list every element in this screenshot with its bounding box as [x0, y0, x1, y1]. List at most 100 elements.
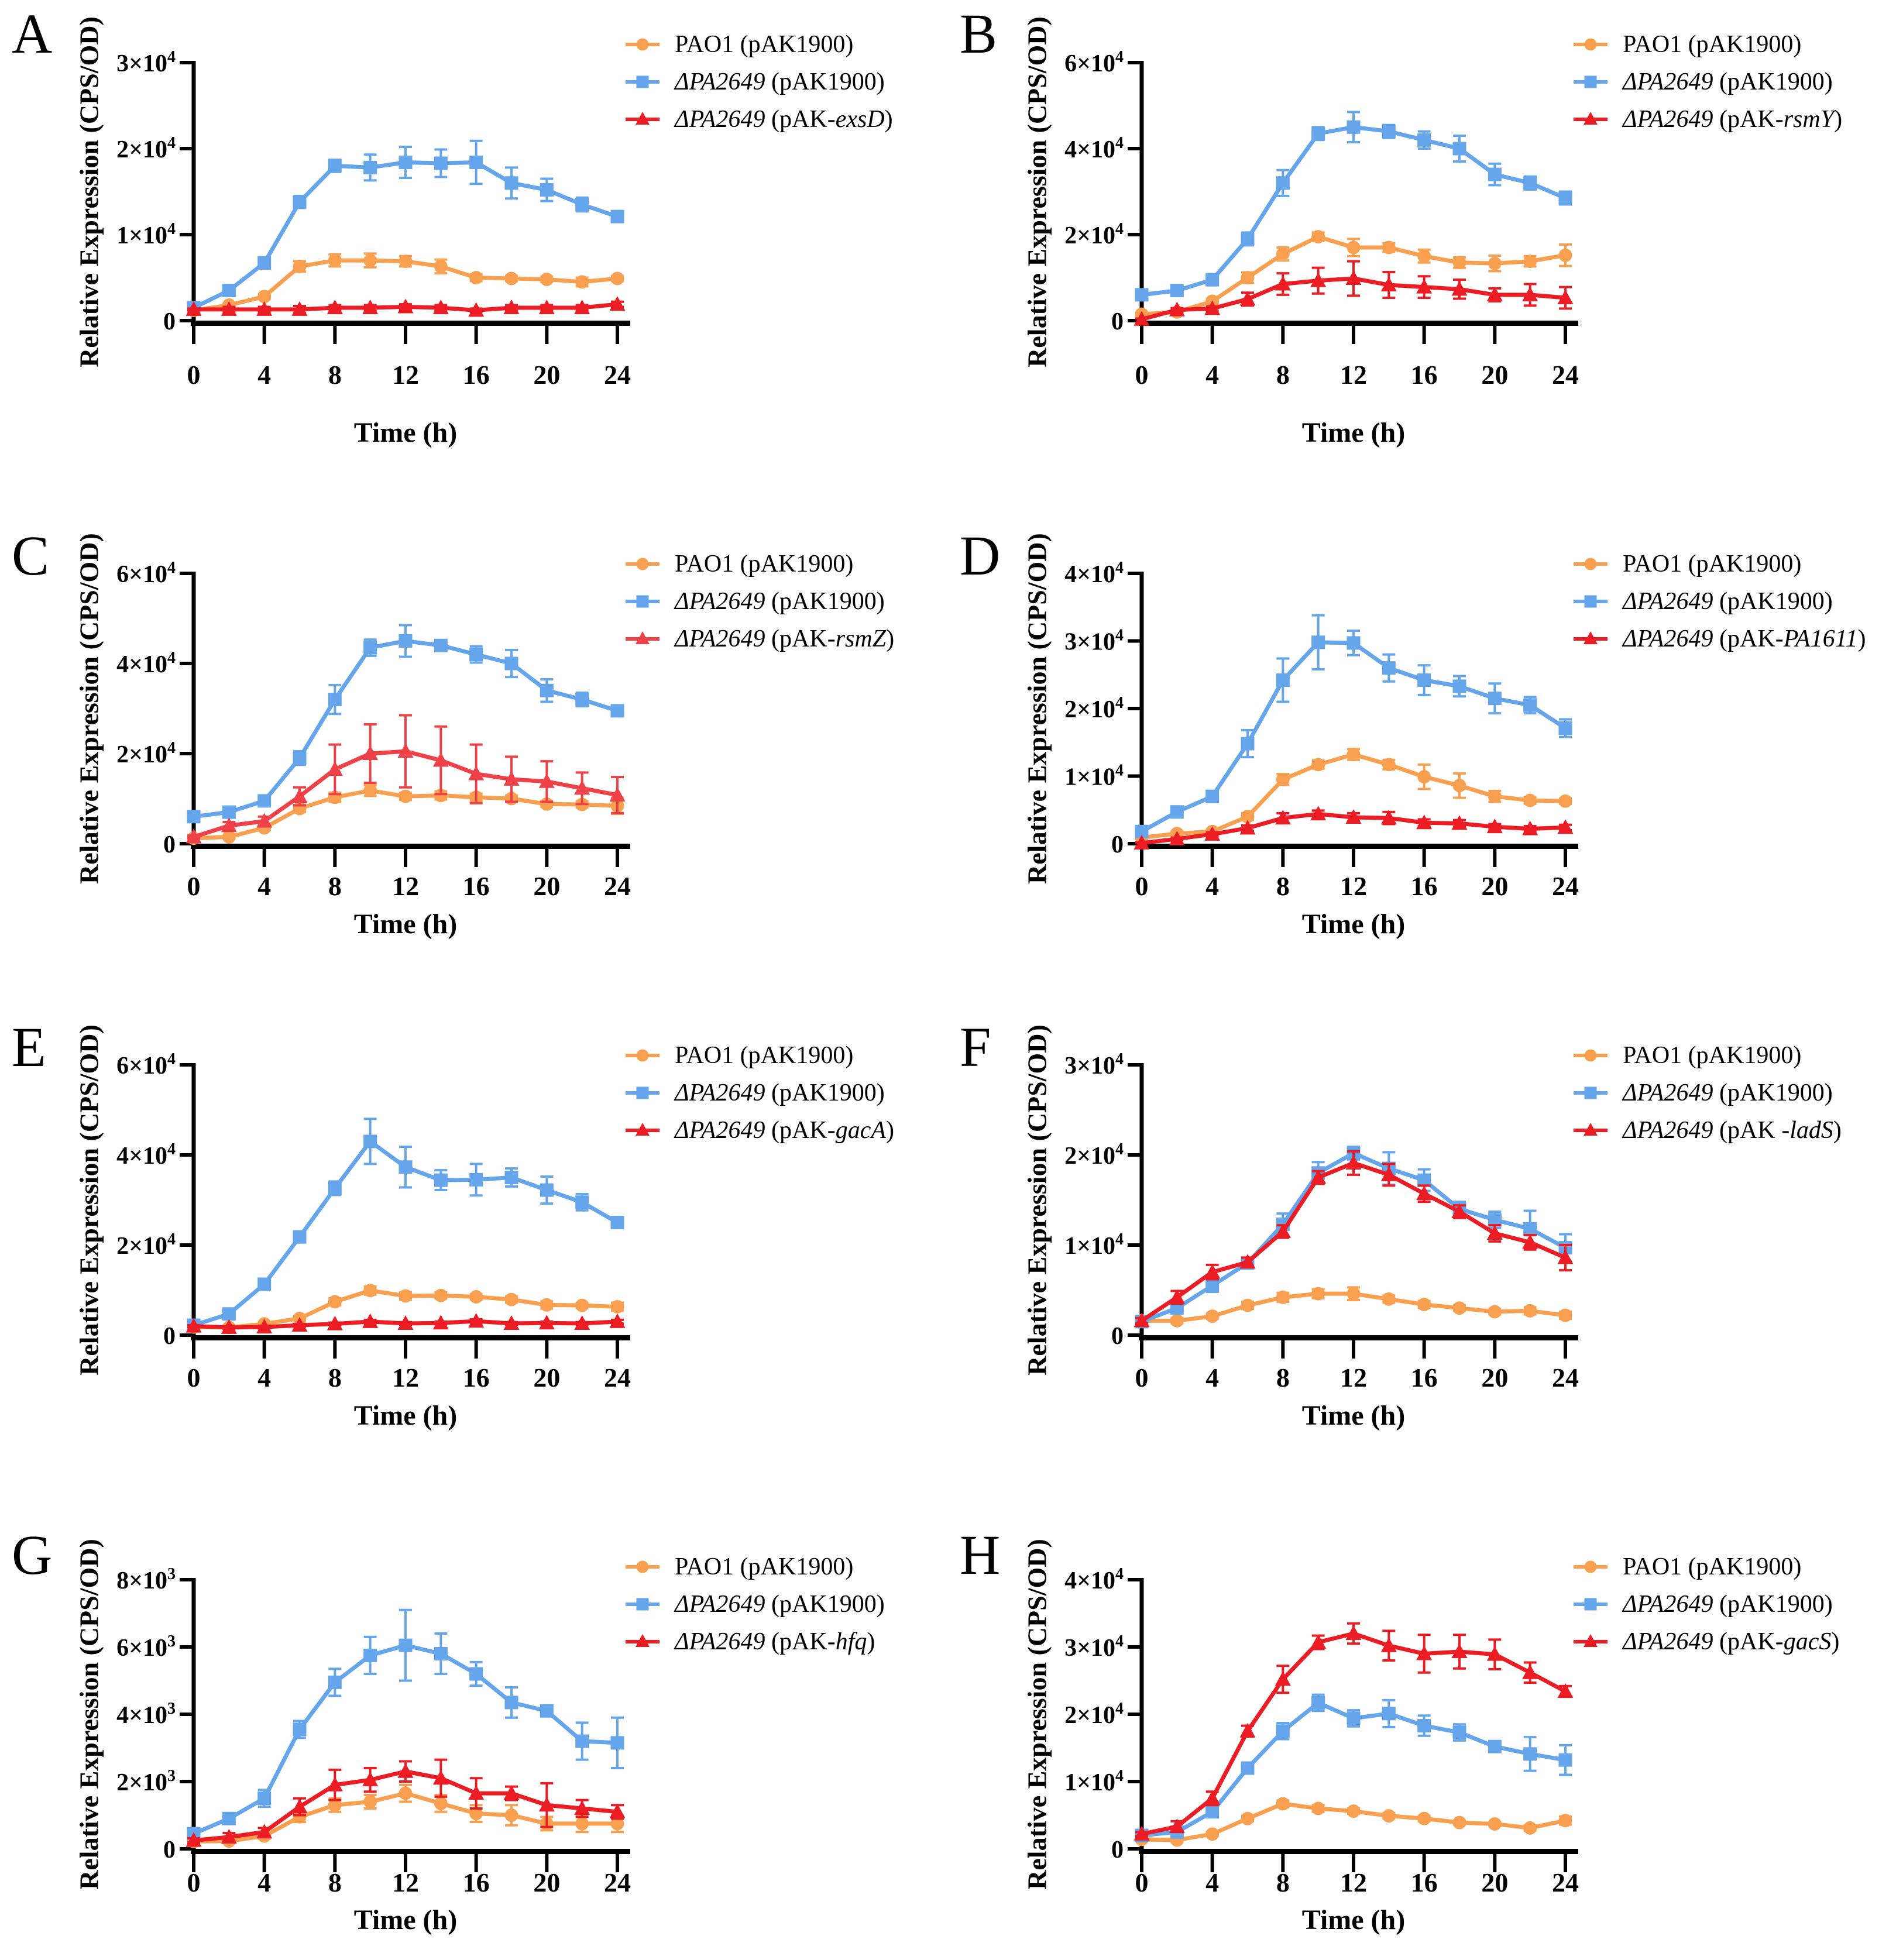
plot-area: 0 1×104 2×104 3×104 4×104 0 4 8 12 16 20 24 — [1064, 1565, 1579, 1897]
y-tick-label: 4×104 — [1064, 559, 1124, 588]
panel-a: A Relative Expression (CPS/OD) 0 1×104 2×1… — [0, 0, 948, 486]
x-tick-label: 12 — [392, 1868, 419, 1897]
y-tick-label: 2×104 — [1064, 694, 1124, 723]
marker-circle — [222, 830, 236, 844]
marker-triangle — [1522, 1234, 1538, 1249]
marker-triangle — [538, 1315, 555, 1330]
marker-triangle — [221, 1828, 237, 1844]
y-tick-label: 2×104 — [1064, 1700, 1124, 1729]
marker-circle — [504, 1808, 518, 1822]
legend-item: ΔPA2649 (pAK-PA1611) — [1574, 620, 1866, 658]
legend-item-label: PAO1 (pAK1900) — [675, 1553, 854, 1580]
marker-circle — [293, 259, 307, 273]
plot-area: 0 1×104 2×104 3×104 0 4 8 12 16 20 24 — [1064, 1050, 1579, 1392]
marker-square — [1205, 273, 1220, 287]
marker-circle — [1382, 1809, 1396, 1823]
y-tick-label: 0 — [163, 1837, 176, 1863]
marker-triangle — [397, 298, 414, 314]
x-tick-label: 16 — [1411, 1868, 1438, 1897]
x-tick-label: 16 — [463, 1363, 490, 1392]
marker-triangle — [574, 780, 590, 795]
legend-item-label: ΔPA2649 (pAK1900) — [1623, 1591, 1833, 1618]
x-tick-label: 24 — [1552, 1363, 1579, 1392]
marker-triangle — [432, 752, 449, 767]
legend-square-icon — [1574, 1086, 1608, 1099]
axes: 0 1×104 2×104 3×104 4×104 0 4 8 12 16 20 24 — [1064, 1565, 1579, 1897]
x-tick-label: 16 — [1411, 360, 1438, 390]
legend-triangle-icon — [1574, 112, 1608, 125]
marker-triangle — [291, 301, 308, 316]
marker-triangle — [397, 743, 414, 758]
marker-circle — [1452, 1815, 1466, 1830]
marker-triangle — [468, 302, 485, 317]
marker-square — [1276, 176, 1290, 190]
y-tick-label: 1×104 — [1064, 1767, 1124, 1796]
x-tick-label: 0 — [1135, 1868, 1149, 1897]
y-tick-label: 3×104 — [1064, 1050, 1124, 1079]
marker-square — [469, 156, 483, 170]
marker-circle — [1205, 1309, 1220, 1323]
x-tick-label: 20 — [533, 360, 560, 390]
marker-circle — [1382, 1292, 1396, 1306]
series-line — [1139, 640, 1568, 834]
marker-triangle — [574, 1315, 590, 1330]
marker-circle — [1452, 779, 1466, 793]
marker-triangle — [432, 1315, 449, 1330]
marker-triangle — [1310, 806, 1327, 821]
marker-triangle — [1169, 1289, 1185, 1304]
marker-square — [540, 683, 554, 697]
marker-triangle — [1486, 1646, 1503, 1661]
x-tick-label: 24 — [604, 871, 631, 901]
x-axis-label: Time (h) — [353, 1904, 458, 1935]
y-tick-label: 4×104 — [1064, 1565, 1124, 1594]
legend-item: PAO1 (pAK1900) — [1574, 26, 1842, 63]
marker-triangle — [221, 817, 237, 833]
marker-triangle — [503, 771, 520, 786]
panel-letter: A — [12, 2, 53, 65]
marker-circle — [1205, 1827, 1220, 1841]
marker-triangle — [1451, 1203, 1468, 1219]
marker-circle — [540, 1298, 554, 1312]
marker-triangle — [327, 761, 343, 776]
x-tick-label: 16 — [463, 1868, 490, 1897]
marker-triangle — [1557, 819, 1574, 834]
marker-triangle — [256, 301, 273, 316]
marker-square — [540, 1183, 554, 1197]
x-tick-label: 4 — [257, 871, 271, 901]
marker-triangle — [1345, 809, 1362, 824]
marker-square — [434, 1647, 448, 1660]
legend-marker — [1584, 1086, 1597, 1099]
marker-square — [1523, 1747, 1537, 1761]
marker-triangle — [468, 1785, 485, 1800]
marker-square — [575, 693, 589, 707]
marker-circle — [1417, 1811, 1431, 1825]
legend-marker — [636, 75, 649, 88]
marker-triangle — [1416, 278, 1433, 294]
marker-circle — [328, 1798, 342, 1812]
marker-square — [1276, 673, 1290, 687]
x-tick-label: 20 — [533, 871, 560, 901]
marker-triangle — [503, 1315, 520, 1330]
legend-circle-icon — [1574, 558, 1608, 570]
legend-item: PAO1 (pAK1900) — [626, 1548, 885, 1586]
marker-square — [1382, 1707, 1396, 1721]
marker-circle — [1347, 748, 1361, 762]
panel-e: E Relative Expression (CPS/OD) 0 2×104 4×1… — [0, 977, 948, 1469]
legend: PAO1 (pAK1900) ΔPA2649 (pAK1900) ΔPA2649 (… — [626, 545, 894, 658]
marker-square — [293, 1722, 307, 1737]
marker-triangle — [1451, 1643, 1468, 1659]
legend-item: PAO1 (pAK1900) — [626, 26, 893, 63]
marker-triangle — [1204, 1790, 1221, 1805]
legend-marker — [1584, 1634, 1598, 1647]
legend-square-icon — [1574, 595, 1608, 608]
marker-circle — [1347, 1287, 1361, 1301]
marker-square — [1170, 805, 1184, 819]
panel-g: G Relative Expression (CPS/OD) 0 2×103 4×1… — [0, 1469, 948, 1960]
legend-square-icon — [1574, 1598, 1608, 1611]
legend-circle-icon — [1574, 38, 1608, 51]
legend-item: ΔPA2649 (pAK-gacS) — [1574, 1623, 1839, 1660]
x-tick-label: 8 — [1276, 360, 1290, 390]
y-tick-label: 0 — [163, 1323, 176, 1350]
marker-triangle — [1380, 1166, 1397, 1181]
legend-square-icon — [626, 1086, 660, 1099]
